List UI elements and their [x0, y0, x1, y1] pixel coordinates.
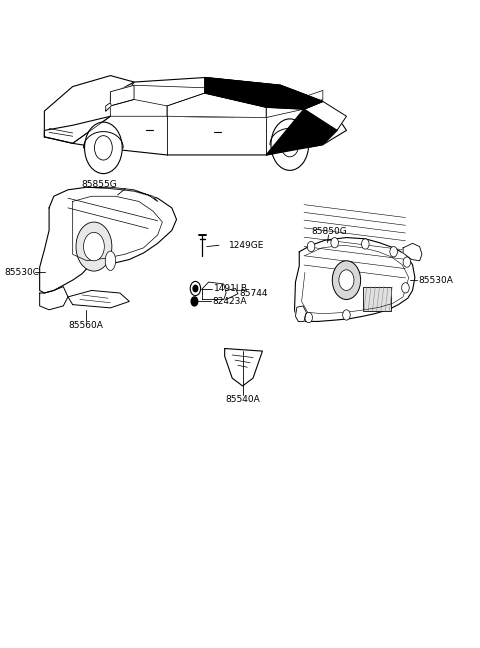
Text: 1491LB: 1491LB: [214, 284, 248, 293]
Polygon shape: [295, 238, 415, 321]
Polygon shape: [44, 109, 347, 155]
Circle shape: [305, 312, 312, 323]
Text: 85850G: 85850G: [312, 227, 348, 236]
Circle shape: [343, 310, 350, 320]
Polygon shape: [167, 93, 266, 117]
Circle shape: [332, 260, 360, 299]
Polygon shape: [205, 78, 323, 109]
Circle shape: [331, 238, 338, 248]
Polygon shape: [110, 99, 167, 116]
Polygon shape: [304, 91, 323, 106]
Circle shape: [84, 122, 122, 174]
Polygon shape: [68, 290, 129, 308]
Text: 1249GE: 1249GE: [228, 241, 264, 249]
Text: 85540A: 85540A: [225, 395, 260, 404]
Circle shape: [402, 283, 409, 293]
Text: 85560A: 85560A: [69, 321, 103, 330]
Text: 82423A: 82423A: [212, 297, 247, 306]
Polygon shape: [40, 187, 177, 293]
Polygon shape: [304, 101, 347, 130]
Circle shape: [76, 222, 112, 271]
Circle shape: [84, 233, 104, 260]
Circle shape: [95, 135, 112, 160]
Circle shape: [403, 257, 411, 267]
Circle shape: [190, 281, 201, 295]
Ellipse shape: [105, 251, 116, 270]
Polygon shape: [72, 196, 162, 260]
Polygon shape: [403, 244, 422, 260]
Text: 85530C: 85530C: [5, 268, 40, 277]
Polygon shape: [87, 187, 157, 202]
Polygon shape: [266, 97, 304, 117]
Circle shape: [281, 132, 299, 157]
Polygon shape: [225, 349, 263, 386]
Circle shape: [193, 285, 198, 292]
Text: 85855G: 85855G: [81, 180, 117, 189]
Polygon shape: [110, 78, 323, 117]
Circle shape: [339, 270, 354, 290]
Polygon shape: [266, 109, 337, 155]
Text: 85530A: 85530A: [419, 275, 454, 284]
Circle shape: [307, 242, 315, 251]
Polygon shape: [296, 306, 306, 321]
Polygon shape: [106, 102, 111, 111]
Text: 85744: 85744: [240, 289, 268, 298]
Polygon shape: [110, 86, 134, 106]
Circle shape: [192, 298, 197, 305]
Circle shape: [271, 119, 309, 170]
Circle shape: [390, 247, 397, 257]
Circle shape: [191, 297, 198, 306]
Polygon shape: [203, 282, 226, 299]
Bar: [363, 286, 391, 311]
Polygon shape: [40, 286, 68, 310]
Polygon shape: [44, 76, 134, 143]
Circle shape: [361, 239, 369, 249]
